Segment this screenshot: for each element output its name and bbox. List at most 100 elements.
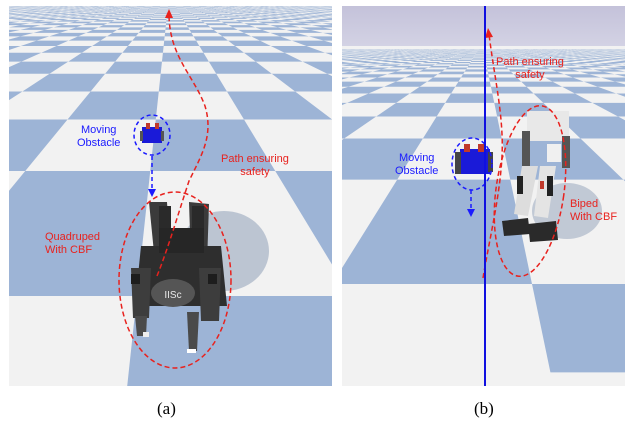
floor-tile (44, 12, 61, 14)
floor-tile (371, 60, 392, 62)
floor-tile (228, 10, 242, 11)
floor-tile (574, 59, 594, 61)
obstacle-label-b-line1: Moving (398, 152, 435, 164)
floor-tile (286, 29, 323, 33)
floor-tile (565, 63, 589, 65)
floor-tile (200, 20, 222, 22)
floor-tile (68, 14, 87, 16)
floor-tile (521, 81, 563, 87)
floor-tile (53, 25, 83, 28)
floor-tile (342, 86, 385, 94)
floor-tile (444, 59, 460, 61)
floor-tile (413, 64, 436, 66)
floor-tile (513, 74, 545, 78)
floor-tile (508, 69, 534, 72)
floor-tile (93, 12, 109, 14)
floor-tile (127, 296, 332, 386)
floor-tile (596, 57, 614, 58)
floor-tile (262, 10, 277, 12)
floor-tile (53, 11, 69, 12)
floor-tile (80, 18, 102, 21)
obstacle-label-a-line2: Obstacle (77, 137, 121, 149)
floor-tile (9, 171, 151, 296)
quadruped-body-logo: IISc (164, 290, 181, 301)
floor-tile (509, 58, 524, 60)
floor-tile (269, 13, 288, 15)
floor-tile (211, 11, 225, 12)
floor-tile (422, 116, 502, 139)
floor-tile (217, 32, 252, 37)
floor-tile (588, 64, 614, 66)
floor-tile (294, 21, 322, 24)
floor-tile (440, 61, 458, 63)
path-label-a-line1: Path ensuring (221, 153, 289, 165)
floor-tile (575, 62, 598, 64)
floor-tile (350, 61, 372, 63)
floor-tile (107, 21, 130, 24)
floor-tile (182, 18, 201, 21)
floor-tile (270, 25, 300, 28)
floor-tile (251, 15, 270, 17)
floor-tile (399, 56, 413, 57)
floor-tile (189, 11, 202, 12)
floor-tile (504, 65, 526, 68)
floor-tile (40, 10, 56, 11)
floor-tile (86, 29, 117, 33)
floor-tile (92, 40, 133, 46)
floor-tile (583, 81, 625, 87)
floor-tile (593, 60, 614, 62)
floor-tile (320, 11, 332, 12)
path-label-a-line2: safety (240, 166, 270, 178)
floor-tile (134, 10, 147, 12)
floor-tile (241, 10, 255, 12)
floor-tile (197, 17, 216, 19)
floor-tile (372, 69, 403, 72)
caption-b: (b) (474, 399, 494, 418)
floor-tile (620, 60, 625, 61)
floor-tile (51, 13, 69, 14)
floor-tile (11, 18, 37, 21)
floor-tile (525, 67, 551, 70)
floor-tile (56, 20, 81, 22)
floor-tile (428, 60, 445, 62)
floor-tile (9, 10, 20, 12)
floor-tile (143, 25, 166, 28)
floor-tile (151, 16, 167, 18)
floor-tile (9, 46, 21, 50)
floor-tile (22, 73, 106, 92)
floor-tile (204, 13, 219, 14)
floor-tile (566, 57, 583, 59)
floor-tile (485, 62, 502, 64)
floor-tile (9, 20, 12, 21)
floor-tile (46, 10, 62, 12)
floor-tile (240, 16, 260, 18)
floor-tile (208, 10, 221, 11)
floor-tile (342, 63, 359, 65)
floor-tile (559, 56, 575, 58)
floor-tile (131, 11, 145, 13)
floor-tile (389, 65, 414, 68)
floor-tile (391, 59, 409, 61)
floor-tile (501, 63, 521, 65)
floor-tile (179, 13, 193, 14)
floor-tile (512, 60, 529, 62)
floor-tile (19, 15, 41, 17)
floor-tile (291, 40, 332, 46)
floor-tile (220, 10, 234, 12)
floor-tile (342, 58, 351, 60)
floor-tile (93, 20, 115, 22)
floor-tile (325, 52, 332, 56)
path-label-a: Path ensuring safety (221, 153, 289, 179)
floor-tile (167, 10, 178, 11)
floor-tile (275, 171, 332, 265)
floor-tile (19, 10, 35, 11)
floor-tile (9, 119, 68, 171)
floor-tile (89, 16, 108, 18)
floor-tile (515, 62, 534, 64)
floor-tile (528, 61, 546, 63)
floor-tile (146, 21, 167, 24)
floor-tile (9, 16, 20, 18)
floor-tile (222, 15, 241, 17)
floor-tile (342, 138, 423, 180)
floor-tile (427, 77, 462, 82)
